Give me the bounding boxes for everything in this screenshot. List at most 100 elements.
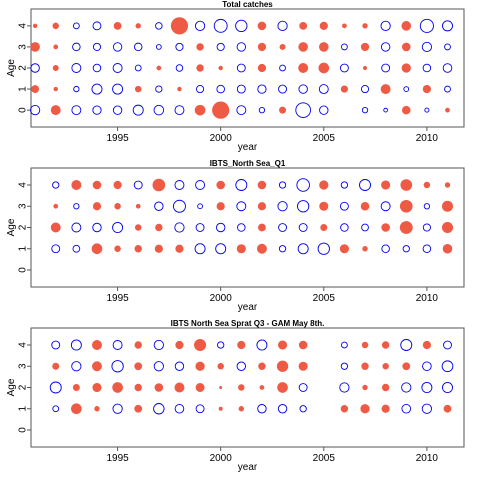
bubble-positive [257,180,267,190]
bubble-negative [174,105,185,116]
x-tick-label: 2010 [416,453,439,464]
bubble-negative [217,341,225,349]
bubble-negative [444,43,451,51]
bubble-positive [380,84,391,95]
bubble-positive [152,178,166,192]
bubble-positive [134,245,142,253]
bubble-negative [52,405,60,413]
bubble-negative [174,403,185,414]
y-axis-label: Age [6,378,17,396]
bubble-negative [423,203,431,210]
y-tick-label: 1 [18,86,29,92]
x-tick-label: 2000 [210,133,233,144]
bubble-negative [216,42,225,51]
bubble-negative [91,83,103,95]
bubble-negative [297,243,309,255]
bubble-negative [112,42,123,52]
bubble-negative [441,360,454,373]
bubble-negative [421,41,432,53]
bubble-positive [238,384,245,391]
bubble-positive [112,382,123,393]
bubble-negative [153,104,165,116]
bubble-negative [172,199,186,213]
bubble-negative [400,339,413,351]
bubble-positive [362,384,368,391]
bubble-negative [402,245,410,253]
bubble-positive [134,362,143,371]
bubble-positive [217,363,224,370]
x-tick-label: 2005 [313,293,336,304]
bubble-positive [218,65,223,71]
bubble-positive [277,382,288,393]
bubble-negative [361,107,369,114]
bubble-negative [380,201,391,212]
bubble-positive [175,340,184,350]
bubble-negative [155,85,163,93]
bubble-positive [52,362,60,370]
bubble-positive [92,340,102,350]
bubble-positive [319,21,328,30]
y-axis-label: Age [6,218,17,236]
bubble-positive [320,224,328,231]
bubble-positive [92,361,102,372]
bubble-positive [298,361,308,371]
bubble-negative [444,85,451,93]
bubble-negative [383,107,388,113]
y-tick-label: 2 [18,384,29,390]
bubble-negative [236,201,247,212]
x-tick-label: 2000 [210,453,233,464]
bubble-positive [340,85,349,93]
bubble-positive [381,404,390,413]
bubble-negative [92,105,102,115]
y-tick-label: 4 [18,342,29,348]
y-axis-label: Age [6,59,17,77]
bubble-positive [72,384,80,391]
bubble-positive [218,406,223,411]
bubble-positive [50,105,61,116]
bubble-positive [258,223,266,232]
y-tick-label: 3 [18,203,29,209]
bubble-negative [195,180,206,190]
bubble-negative [419,18,434,33]
bubble-positive [156,65,162,71]
bubble-negative [340,223,349,232]
bubble-positive [236,244,246,254]
bubble-positive [442,243,453,254]
bubble-negative [235,179,248,191]
bubble-positive [53,203,59,209]
bubble-positive [257,21,267,31]
bubble-positive [319,201,329,211]
bubble-negative [70,339,82,351]
bubble-negative [174,222,185,233]
bubble-positive [319,180,329,190]
bubble-positive [276,360,289,372]
bubble-negative [340,181,349,189]
bubble-positive [216,202,225,211]
bubble-positive [279,43,286,50]
y-tick-label: 0 [18,427,29,433]
bubble-negative [153,403,165,415]
bubble-positive [423,181,431,189]
bubble-positive [92,180,102,190]
bubble-negative [112,340,123,350]
bubble-negative [174,361,185,371]
bubble-positive [52,65,59,71]
chart-title: Total catches [222,0,273,9]
bubble-positive [219,385,223,390]
bubble-negative [298,383,308,392]
bubble-negative [341,341,348,349]
bubble-negative [278,223,287,232]
bubble-negative [111,360,124,373]
bubble-negative [153,339,164,351]
bubble-negative [71,63,82,73]
bubble-positive [298,42,308,52]
bubble-positive [194,338,207,352]
bubble-negative [380,42,391,52]
bubble-negative [237,223,246,232]
bubble-negative [71,105,82,116]
bubble-negative [175,64,184,72]
bubble-positive [53,86,58,92]
bubble-negative [112,222,124,233]
bubble-negative [422,223,431,232]
bubble-positive [53,44,59,50]
